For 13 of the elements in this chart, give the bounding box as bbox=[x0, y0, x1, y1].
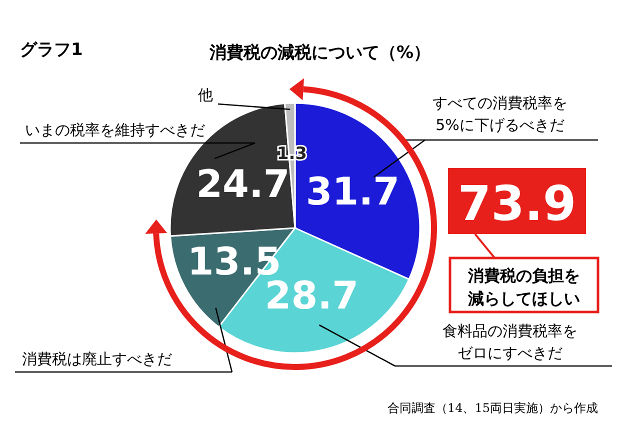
chart-title: 消費税の減税について（%） bbox=[208, 43, 431, 63]
chart-subtitle: グラフ1 bbox=[20, 40, 83, 60]
text: 73.9 bbox=[458, 176, 576, 232]
slice-label: 消費税は廃止すべきだ bbox=[22, 350, 172, 368]
text: 消費税の負担を減らしてほしい bbox=[467, 266, 580, 308]
data-label: 31.7 bbox=[306, 170, 400, 214]
text: 合同調査（14、15両日実施）から作成 bbox=[387, 401, 598, 415]
slice-label: 食料品の消費税率をゼロにすべきだ bbox=[442, 322, 578, 362]
slice-label: すべての消費税率を5%に下げるべきだ bbox=[432, 94, 568, 134]
data-label: 24.7 bbox=[196, 162, 290, 206]
slice-label: いまの税率を維持すべきだ bbox=[25, 121, 205, 139]
slice-label: 他 bbox=[198, 86, 213, 104]
data-label: 1.3 bbox=[276, 144, 307, 164]
